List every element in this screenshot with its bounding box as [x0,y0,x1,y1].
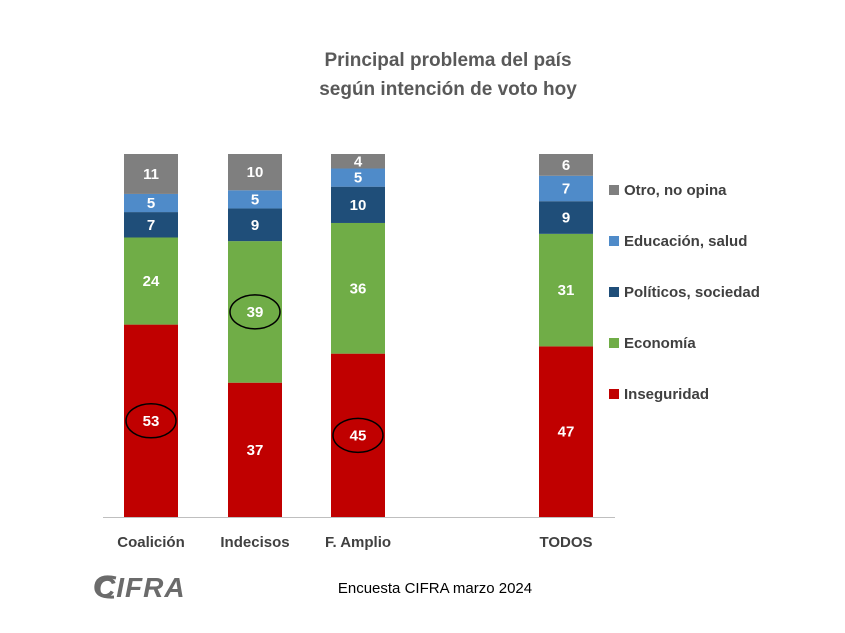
category-label-indecisos: Indecisos [220,534,289,551]
highlight-circle-indecisos [229,294,281,330]
data-label-indecisos-otro-no-opina: 10 [247,164,264,181]
chart-title: Principal problema del país según intenc… [319,50,577,100]
legend: Otro, no opina Educación, salud Políticos,… [609,182,760,403]
bar-coalicion-inseguridad [124,324,178,517]
data-label-todos-educacion-salud: 7 [562,180,570,197]
legend-swatch-educacion-salud [609,236,619,246]
data-label-indecisos-inseguridad: 37 [247,442,264,459]
category-label-todos: TODOS [539,534,592,551]
data-label-indecisos-educacion-salud: 5 [251,191,259,208]
legend-label-inseguridad: Inseguridad [624,386,709,403]
data-label-todos-politicos-sociedad: 9 [562,210,570,227]
bar-indecisos-economia [228,241,282,383]
bar-todos-educacion-salud [539,175,593,202]
cifra-logo: CIFRA [94,572,186,603]
cifra-logo-text: CIFRA [95,572,186,603]
bar-indecisos-politicos-sociedad [228,208,282,242]
legend-label-economia: Economía [624,335,696,352]
data-label-coalicion-otro-no-opina: 11 [143,166,159,183]
category-label-f-amplio: F. Amplio [325,534,391,551]
data-label-f-amplio-inseguridad: 45 [350,427,367,444]
data-label-indecisos-economia: 39 [247,304,264,321]
bar-coalicion-otro-no-opina [124,154,178,194]
bar-f-amplio-otro-no-opina [331,154,385,169]
legend-swatch-otro-no-opina [609,185,619,195]
bar-coalicion-educacion-salud [124,193,178,213]
data-label-todos-economia: 31 [558,282,575,299]
legend-label-otro-no-opina: Otro, no opina [624,182,727,199]
bar-todos-politicos-sociedad [539,201,593,234]
chart-title-line-1: Principal problema del país [324,50,571,71]
data-label-todos-inseguridad: 47 [558,424,575,441]
highlight-circle-coalicion [125,403,177,439]
data-label-coalicion-inseguridad: 53 [143,413,160,430]
bar-coalicion-politicos-sociedad [124,212,178,238]
legend-swatch-politicos-sociedad [609,287,619,297]
bar-indecisos-educacion-salud [228,190,282,209]
bar-f-amplio-inseguridad [331,353,385,517]
chart-title-line-2: según intención de voto hoy [319,79,577,100]
bar-indecisos-otro-no-opina [228,154,282,191]
legend-label-politicos-sociedad: Políticos, sociedad [624,284,760,301]
data-label-coalicion-economia: 24 [143,273,160,290]
bar-todos-inseguridad [539,346,593,517]
bar-f-amplio-politicos-sociedad [331,186,385,223]
bar-indecisos-inseguridad [228,382,282,517]
legend-label-educacion-salud: Educación, salud [624,233,747,250]
data-label-f-amplio-economia: 36 [350,280,367,297]
data-label-todos-otro-no-opina: 6 [562,157,570,174]
data-label-f-amplio-politicos-sociedad: 10 [350,197,367,214]
category-label-coalicion: Coalición [117,534,185,551]
bar-todos-economia [539,233,593,347]
bar-coalicion-economia [124,237,178,325]
category-labels: Coalición Indecisos F. Amplio TODOS [117,534,592,551]
data-label-f-amplio-otro-no-opina: 4 [354,153,363,170]
data-label-coalicion-educacion-salud: 5 [147,195,155,212]
legend-swatch-inseguridad [609,389,619,399]
bar-todos-otro-no-opina [539,154,593,176]
bar-f-amplio-economia [331,222,385,354]
data-label-coalicion-politicos-sociedad: 7 [147,217,155,234]
footer-source: Encuesta CIFRA marzo 2024 [338,580,532,597]
data-label-f-amplio-educacion-salud: 5 [354,170,362,187]
highlight-circle-f-amplio [332,417,384,454]
data-label-indecisos-politicos-sociedad: 9 [251,217,259,234]
bar-f-amplio-educacion-salud [331,168,385,187]
legend-swatch-economia [609,338,619,348]
cifra-logo-mark-icon [94,575,117,599]
